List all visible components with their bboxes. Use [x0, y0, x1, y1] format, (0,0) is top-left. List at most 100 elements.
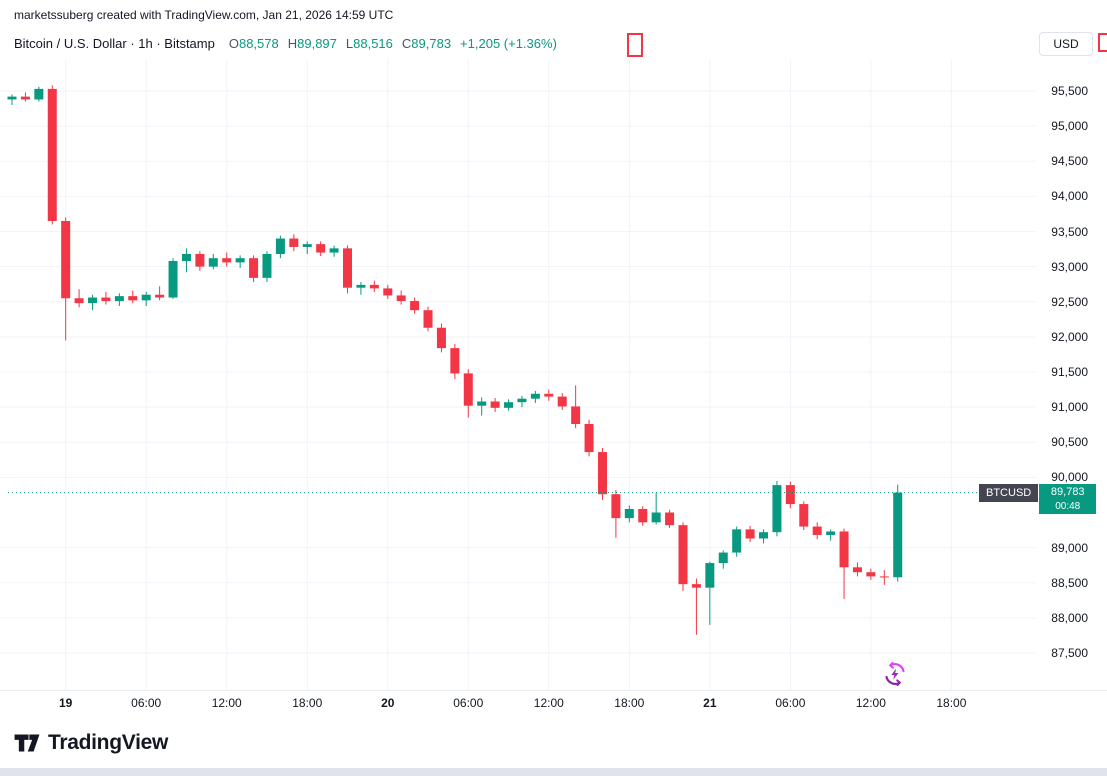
time-axis[interactable]: 19 06:00 12:00 18:00 20 06:00 12:00 18:00 21 06:0… — [0, 691, 1040, 717]
high-value: 89,897 — [297, 36, 337, 51]
price-tick-label: 89,000 — [1051, 540, 1088, 555]
candle — [383, 284, 393, 299]
chart-legend: Bitcoin / U.S. Dollar · 1h · Bitstamp O8… — [14, 36, 557, 51]
price-tick-label: 93,500 — [1051, 224, 1088, 239]
candle — [517, 395, 527, 408]
candle — [128, 290, 138, 304]
candle — [772, 480, 782, 537]
time-tick-label: 20 — [381, 696, 395, 710]
candle — [114, 293, 124, 306]
price-tick-label: 92,000 — [1051, 329, 1088, 344]
currency-usd-button[interactable]: USD — [1039, 32, 1093, 56]
candle — [826, 529, 836, 541]
price-axis[interactable]: 95,500 95,000 94,500 94,000 93,500 93,000 92,5… — [1042, 0, 1088, 690]
price-tick-label: 95,000 — [1051, 119, 1088, 134]
candle — [235, 255, 245, 269]
candle — [799, 501, 809, 531]
low-label: L — [345, 36, 354, 51]
low-value: 88,516 — [353, 36, 393, 51]
price-tick-label: 94,500 — [1051, 154, 1088, 169]
candle — [732, 526, 742, 557]
candle — [61, 217, 71, 341]
candle — [316, 241, 326, 257]
bottom-scrollbar[interactable] — [0, 768, 1107, 776]
candle — [74, 289, 84, 308]
candle — [678, 522, 688, 592]
price-tick-label: 92,500 — [1051, 294, 1088, 309]
open-label: O — [228, 36, 239, 51]
time-tick-label: 19 — [58, 696, 73, 710]
candle — [651, 492, 661, 525]
ohlc-low: L88,516 — [346, 36, 393, 51]
attribution-text: marketssuberg created with TradingView.c… — [14, 8, 394, 22]
candle — [302, 241, 312, 254]
candle — [141, 291, 151, 306]
candle — [705, 561, 715, 625]
candle — [759, 529, 769, 544]
candle — [638, 506, 648, 526]
candle — [852, 562, 862, 577]
candle — [181, 248, 191, 273]
candle — [584, 419, 594, 457]
high-label: H — [287, 36, 298, 51]
candle — [262, 251, 272, 283]
price-tick-label: 91,000 — [1051, 400, 1088, 415]
red-artifact-box-edge — [1098, 33, 1107, 52]
time-tick-label: 06:00 — [775, 696, 806, 710]
candle — [7, 94, 17, 106]
candle — [222, 252, 232, 267]
candle — [745, 525, 755, 543]
price-tick-label: 95,500 — [1051, 84, 1088, 98]
candle — [893, 484, 903, 582]
red-artifact-box — [627, 33, 643, 57]
candle — [396, 290, 406, 305]
time-tick-label: 12:00 — [211, 696, 242, 710]
candle — [168, 258, 178, 299]
tradingview-footer-link[interactable]: TradingView — [13, 731, 168, 755]
candle — [477, 397, 487, 416]
candle — [718, 550, 728, 569]
symbol-title[interactable]: Bitcoin / U.S. Dollar · 1h · Bitstamp — [14, 36, 215, 51]
candle — [34, 86, 44, 102]
candle — [611, 490, 621, 538]
candle — [691, 578, 701, 635]
candle — [20, 92, 30, 102]
candle — [839, 528, 849, 599]
price-tick-label: 94,000 — [1051, 189, 1088, 204]
time-tick-label: 12:00 — [533, 696, 564, 710]
ohlc-close: C89,783 — [402, 36, 451, 51]
price-tick-label: 90,000 — [1051, 470, 1088, 485]
candle — [88, 294, 98, 311]
candle — [410, 297, 420, 314]
candle — [195, 251, 205, 271]
candle — [665, 509, 675, 528]
time-tick-label: 21 — [703, 696, 717, 710]
time-tick-label: 18:00 — [614, 696, 645, 710]
time-tick-label: 06:00 — [131, 696, 162, 710]
time-tick-label: 06:00 — [453, 696, 484, 710]
price-tick-label: 88,000 — [1051, 610, 1088, 625]
price-tick-label: 93,000 — [1051, 259, 1088, 274]
time-tick-label: 18:00 — [936, 696, 967, 710]
price-tick-label: 90,500 — [1051, 435, 1088, 450]
candle — [544, 389, 554, 401]
price-tick-label: 88,500 — [1051, 575, 1088, 590]
close-label: C — [401, 36, 412, 51]
symbol-badge: BTCUSD — [979, 483, 1039, 502]
time-tick-label: 12:00 — [855, 696, 886, 710]
candle — [571, 385, 581, 429]
candle — [155, 286, 165, 301]
candle — [343, 245, 352, 294]
tradingview-logo-text: TradingView — [48, 731, 169, 754]
candle — [356, 282, 366, 295]
candle — [289, 234, 299, 252]
candle — [463, 369, 473, 418]
candle — [329, 245, 339, 257]
candle — [101, 291, 111, 305]
ohlc-open: O88,578 — [229, 36, 279, 51]
candle — [47, 85, 57, 225]
candle — [530, 390, 540, 403]
candle — [275, 235, 285, 259]
